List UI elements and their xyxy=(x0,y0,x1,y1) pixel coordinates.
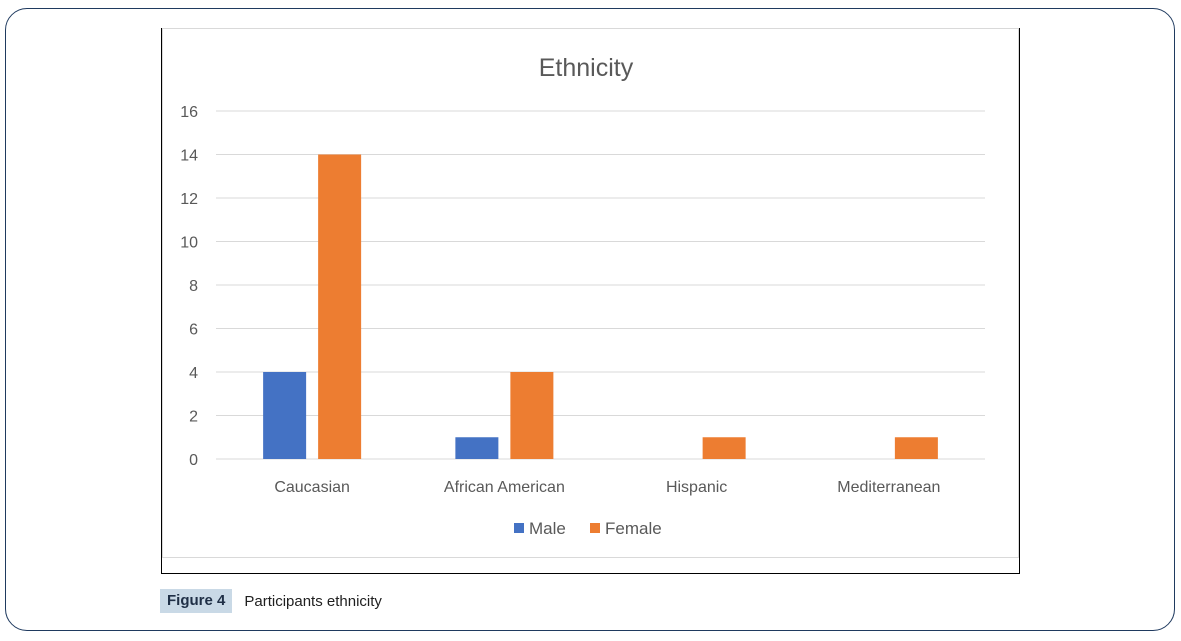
bars xyxy=(263,154,938,459)
legend: Male Female xyxy=(514,519,662,538)
y-tick-label: 2 xyxy=(189,409,198,426)
chart-container xyxy=(161,28,1020,574)
x-tick-label: Hispanic xyxy=(666,479,727,496)
bar-female-caucasian xyxy=(318,154,362,459)
y-tick-label: 16 xyxy=(180,104,198,121)
x-tick-label: Caucasian xyxy=(274,479,350,496)
chart-title: Ethnicity xyxy=(539,54,634,82)
legend-label-male: Male xyxy=(529,519,566,538)
x-axis-ticks: Caucasian African American Hispanic Mediter… xyxy=(274,479,940,496)
legend-swatch-female xyxy=(590,523,600,533)
x-tick-label: Mediterranean xyxy=(837,479,940,496)
ethnicity-chart: 0 2 4 6 8 10 12 14 16 Caucasian African American H… xyxy=(180,54,985,538)
y-tick-label: 12 xyxy=(180,191,198,208)
x-tick-label: African American xyxy=(444,479,565,496)
figure-label: Figure 4 xyxy=(160,589,233,613)
bar-female-african-american xyxy=(510,372,554,459)
y-tick-label: 0 xyxy=(189,452,198,469)
bar-male-african-american xyxy=(455,437,499,459)
bar-male-caucasian xyxy=(263,372,307,459)
figure-caption-text: Participants ethnicity xyxy=(244,592,382,610)
legend-swatch-male xyxy=(514,523,524,533)
bar-female-hispanic xyxy=(702,437,746,459)
bar-female-mediterranean xyxy=(894,437,938,459)
y-axis-ticks: 0 2 4 6 8 10 12 14 16 xyxy=(180,104,198,469)
y-tick-label: 10 xyxy=(180,235,198,252)
y-tick-label: 14 xyxy=(180,148,198,165)
y-tick-label: 4 xyxy=(189,365,198,382)
y-tick-label: 8 xyxy=(189,278,198,295)
y-tick-label: 6 xyxy=(189,322,198,339)
legend-label-female: Female xyxy=(605,519,662,538)
figure-caption: Figure 4 Participants ethnicity xyxy=(160,589,382,613)
